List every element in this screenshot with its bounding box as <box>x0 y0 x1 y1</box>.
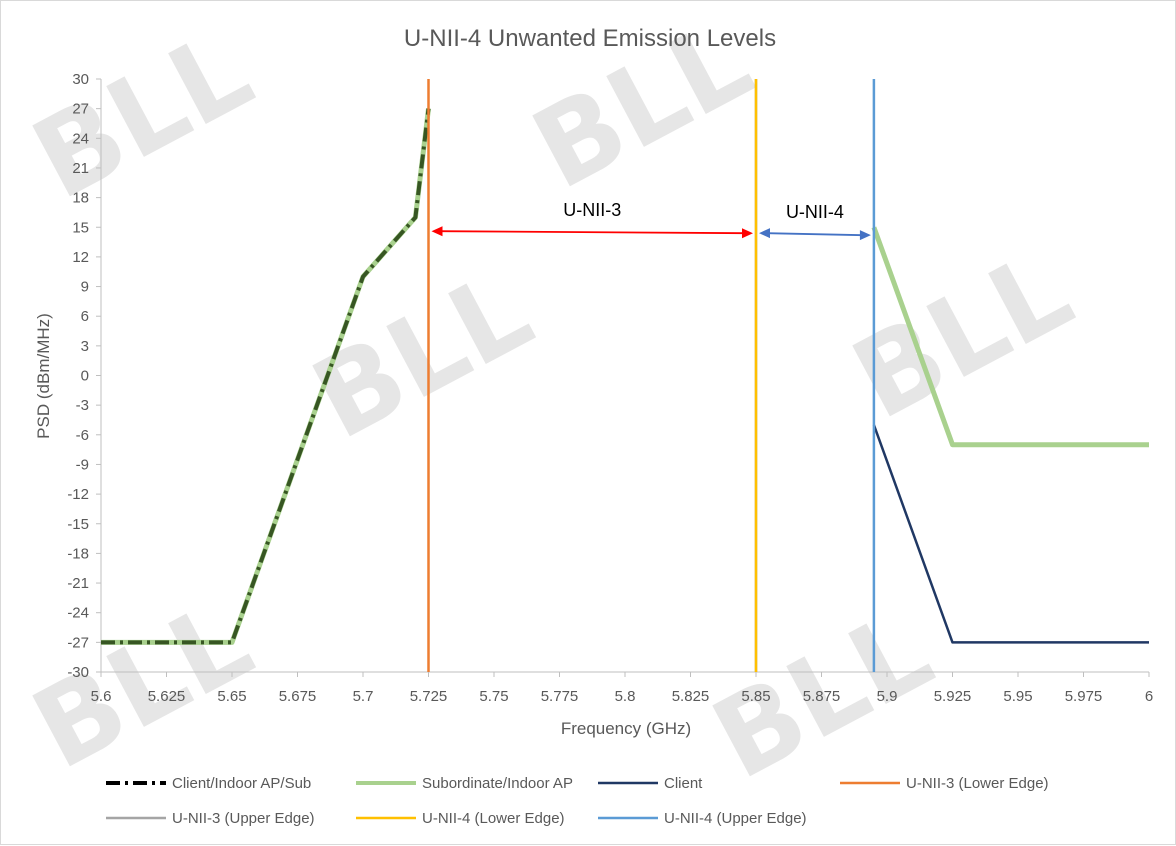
x-tick-label: 5.95 <box>1003 688 1032 705</box>
annotation-arrow-line <box>766 232 863 237</box>
y-axis-label: PSD (dBm/MHz) <box>34 313 53 439</box>
watermark-text: BLL <box>13 6 271 224</box>
x-tick-label: 5.625 <box>148 688 186 705</box>
annotation-arrowhead-right <box>742 228 753 239</box>
x-tick-label: 6 <box>1145 688 1153 705</box>
y-tick-label: 0 <box>81 368 89 385</box>
annotation-arrowhead-left <box>759 228 770 239</box>
legend-label: U-NII-3 (Lower Edge) <box>906 775 1049 792</box>
annotation-label: U-NII-3 <box>563 200 621 220</box>
annotation-arrowhead-right <box>859 230 871 241</box>
y-tick-label: 24 <box>72 130 89 147</box>
y-tick-label: -27 <box>67 634 89 651</box>
legend-label: Client/Indoor AP/Sub <box>172 775 311 792</box>
x-axis-label: Frequency (GHz) <box>561 719 691 738</box>
annotation-label: U-NII-4 <box>786 202 844 222</box>
watermark-text: BLL <box>13 576 271 794</box>
y-tick-label: 9 <box>81 279 89 296</box>
legend-label: U-NII-3 (Upper Edge) <box>172 810 315 827</box>
x-tick-label: 5.8 <box>615 688 636 705</box>
x-tick-label: 5.775 <box>541 688 579 705</box>
annotation-arrowhead-left <box>431 226 443 237</box>
x-tick-label: 5.65 <box>217 688 246 705</box>
x-tick-label: 5.825 <box>672 688 710 705</box>
y-tick-label: -3 <box>76 397 89 414</box>
watermark-text: BLL <box>293 246 551 464</box>
axes <box>100 79 1149 673</box>
x-tick-label: 5.725 <box>410 688 448 705</box>
x-tick-label: 5.75 <box>479 688 508 705</box>
y-tick-label: 3 <box>81 338 89 355</box>
series-layer <box>101 108 1149 645</box>
x-axis-ticks: 5.6 5.625 5.65 5.675 5.7 5.725 5.75 5.775 5.8 5.8… <box>91 672 1153 705</box>
y-tick-label: 21 <box>72 160 89 177</box>
band-annotations: U-NII-3 U-NII-4 <box>431 200 871 241</box>
y-tick-label: 15 <box>72 219 89 236</box>
x-tick-label: 5.975 <box>1065 688 1103 705</box>
series-line-client-indoor-ap-sub <box>101 108 431 645</box>
x-tick-label: 5.9 <box>877 688 898 705</box>
y-tick-label: -9 <box>76 456 89 473</box>
legend-label: Subordinate/Indoor AP <box>422 775 573 792</box>
series-line-subordinate-indoor-ap <box>871 226 1149 448</box>
y-tick-label: 6 <box>81 308 89 325</box>
y-tick-label: -21 <box>67 575 89 592</box>
x-tick-label: 5.6 <box>91 688 112 705</box>
legend-label: U-NII-4 (Upper Edge) <box>664 810 807 827</box>
x-tick-label: 5.875 <box>803 688 841 705</box>
x-tick-label: 5.675 <box>279 688 317 705</box>
x-tick-label: 5.925 <box>934 688 972 705</box>
y-tick-label: -30 <box>67 664 89 681</box>
annotation-arrow-line <box>439 230 746 235</box>
y-axis-ticks: 302724211815129630-3-6-9-12-15-18-21-24-… <box>67 71 101 681</box>
x-tick-label: 5.7 <box>353 688 374 705</box>
y-tick-label: -24 <box>67 605 89 622</box>
y-tick-label: -18 <box>67 545 89 562</box>
y-tick-label: -12 <box>67 486 89 503</box>
chart-title: U-NII-4 Unwanted Emission Levels <box>404 25 776 52</box>
x-tick-label: 5.85 <box>741 688 770 705</box>
y-tick-label: 27 <box>72 101 89 118</box>
y-tick-label: 30 <box>72 71 89 88</box>
y-tick-label: -15 <box>67 516 89 533</box>
legend-label: U-NII-4 (Lower Edge) <box>422 810 565 827</box>
band-edge-lines <box>427 79 876 672</box>
watermark-text: BLL <box>833 226 1091 444</box>
y-tick-label: -6 <box>76 427 89 444</box>
legend-label: Client <box>664 775 703 792</box>
y-tick-label: 18 <box>72 190 89 207</box>
series-line-client <box>872 424 1149 644</box>
y-tick-label: 12 <box>72 249 89 266</box>
legend: Client/Indoor AP/Sub Subordinate/Indoor A… <box>106 775 1049 827</box>
